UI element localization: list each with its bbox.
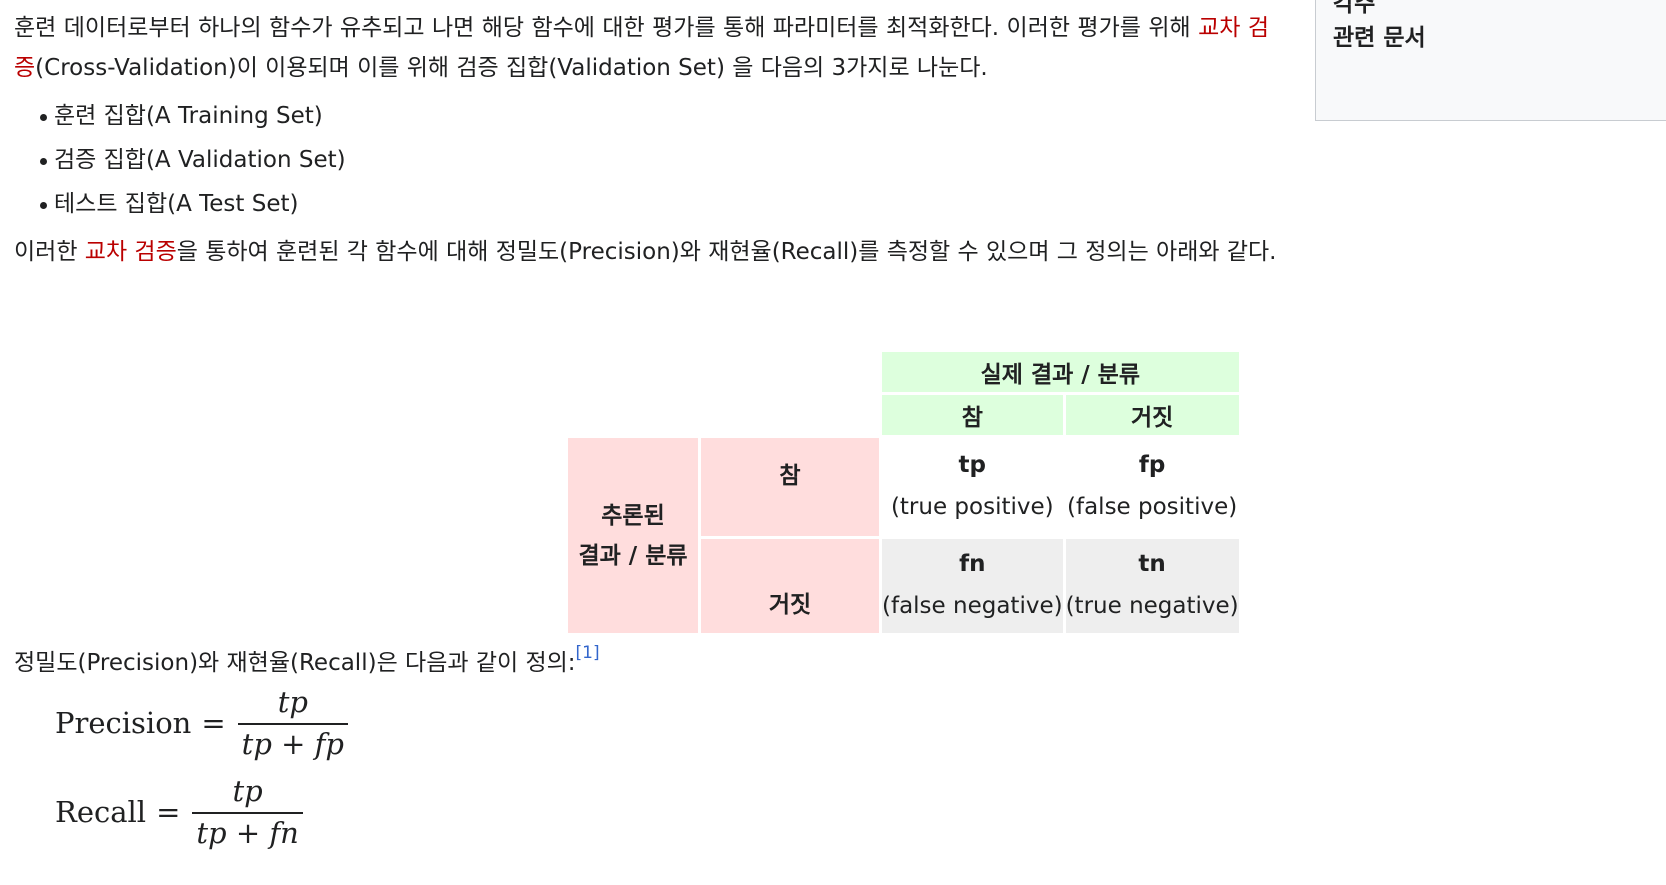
precision-lhs: Precision: [55, 706, 192, 740]
fn-term: fn: [959, 551, 986, 577]
tp-term: tp: [958, 452, 987, 478]
intro-text-1: 훈련 데이터로부터 하나의 함수가 유추되고 나면 해당 함수에 대한 평가를 …: [14, 15, 1199, 41]
tp-cell: tp (true positive): [882, 438, 1063, 536]
recall-fraction: tp tp + fn: [192, 774, 303, 850]
list-item: 검증 집합(A Validation Set): [36, 138, 1264, 182]
intro-text-2: (Cross-Validation)이 이용되며 이를 위해 검증 집합(Val…: [35, 55, 988, 81]
predicted-header-line1: 추론된: [601, 502, 665, 529]
cross-validation-link[interactable]: 교차 검증: [14, 15, 1269, 81]
article-content: 훈련 데이터로부터 하나의 함수가 유추되고 나면 해당 함수에 대한 평가를 …: [14, 8, 1276, 272]
fp-cell: fp (false positive): [1065, 438, 1239, 536]
intro-paragraph: 훈련 데이터로부터 하나의 함수가 유추되고 나면 해당 함수에 대한 평가를 …: [14, 8, 1269, 88]
precision-fraction: tp tp + fp: [237, 685, 348, 761]
tn-desc: (true negative): [1065, 593, 1239, 619]
dataset-list: 훈련 집합(A Training Set) 검증 집합(A Validation…: [14, 94, 1264, 226]
fn-cell: fn (false negative): [882, 539, 1063, 633]
para2-text-2: 을 통하여 훈련된 각 함수에 대해 정밀도(Precision)와 재현율(R…: [176, 239, 1277, 265]
fp-desc: (false positive): [1067, 494, 1238, 520]
predicted-true-header: 참: [701, 438, 879, 536]
toc-item-partial[interactable]: 각주: [1333, 0, 1376, 17]
tp-desc: (true positive): [890, 494, 1054, 520]
definition-text: 정밀도(Precision)와 재현율(Recall)은 다음과 같이 정의:: [14, 650, 576, 676]
toc-item-related-docs[interactable]: 관련 문서: [1333, 25, 1426, 51]
actual-true-header: 참: [882, 395, 1063, 435]
definition-paragraph: 정밀도(Precision)와 재현율(Recall)은 다음과 같이 정의:[…: [14, 633, 600, 683]
fn-desc: (false negative): [882, 593, 1063, 619]
precision-formula: Precision = tp tp + fp: [55, 685, 348, 761]
predicted-header-line2: 결과 / 분류: [578, 542, 688, 569]
list-item: 훈련 집합(A Training Set): [36, 94, 1264, 138]
actual-result-header: 실제 결과 / 분류: [882, 352, 1239, 392]
confusion-matrix-table: 실제 결과 / 분류 참 거짓 추론된 결과 / 분류 참 tp (true p…: [565, 349, 1242, 636]
predicted-false-header: 거짓: [701, 539, 879, 633]
para2-text-1: 이러한: [14, 239, 85, 265]
precision-recall-intro: 이러한 교차 검증을 통하여 훈련된 각 함수에 대해 정밀도(Precisio…: [14, 232, 1276, 272]
precision-denominator: tp + fp: [237, 723, 348, 761]
equals-sign: =: [201, 706, 226, 740]
reference-link[interactable]: [1]: [575, 643, 600, 663]
predicted-result-header: 추론된 결과 / 분류: [568, 438, 698, 633]
cross-validation-link-2[interactable]: 교차 검증: [84, 239, 177, 265]
equals-sign: =: [156, 795, 181, 829]
recall-lhs: Recall: [55, 795, 147, 829]
tn-cell: tn (true negative): [1065, 539, 1239, 633]
actual-false-header: 거짓: [1065, 395, 1239, 435]
recall-denominator: tp + fn: [192, 812, 303, 850]
list-item: 테스트 집합(A Test Set): [36, 182, 1264, 226]
toc-sidebox: 각주 관련 문서: [1315, 0, 1666, 121]
precision-numerator: tp: [277, 685, 308, 719]
recall-formula: Recall = tp tp + fn: [55, 774, 303, 850]
tn-term: tn: [1138, 551, 1166, 577]
recall-numerator: tp: [232, 774, 263, 808]
fp-term: fp: [1138, 452, 1166, 478]
